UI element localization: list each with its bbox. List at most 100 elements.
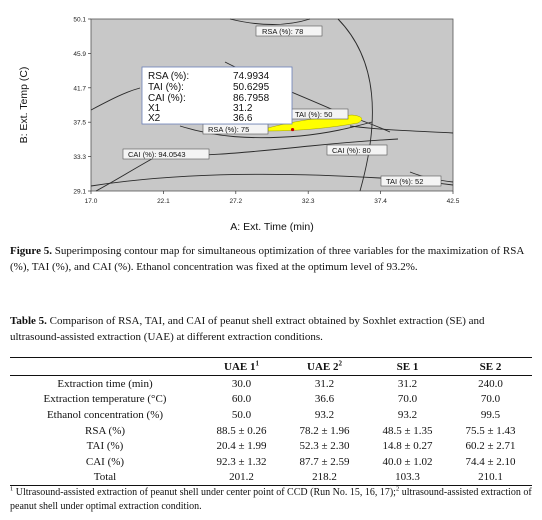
row-label: CAI (%) <box>85 455 125 468</box>
svg-text:CAI (%): 94.0543: CAI (%): 94.0543 <box>128 150 186 159</box>
contour-rsa-78 <box>229 18 311 25</box>
row-label: Extraction time (min) <box>57 377 153 390</box>
table-cell: 20.4 ± 1.99 <box>216 440 267 453</box>
header-uae2: UAE 22 <box>307 358 342 373</box>
header-se2: SE 2 <box>479 360 502 373</box>
header-uae1: UAE 11 <box>224 358 259 373</box>
table-cell: 78.2 ± 1.96 <box>299 424 350 437</box>
x-tick-label: 32.3 <box>302 198 315 205</box>
table-cell: 74.4 ± 2.10 <box>465 455 516 468</box>
row-label: RSA (%) <box>84 424 126 437</box>
row-label: Ethanol concentration (%) <box>46 408 164 421</box>
table-cell: 93.2 <box>397 408 418 421</box>
contour-figure: RSA (%): 78 TAI (%): 50 RSA (%): 75 CAI … <box>0 0 542 240</box>
table-row: TAI (%) 20.4 ± 1.99 52.3 ± 2.30 14.8 ± 0… <box>10 438 532 454</box>
table-cell: 60.2 ± 2.71 <box>465 440 516 453</box>
info-value-x2: 36.6 <box>233 113 253 124</box>
table-cell: 31.2 <box>397 377 418 390</box>
info-value-cai: 86.7958 <box>233 93 270 104</box>
table-cell: 36.6 <box>314 393 335 406</box>
x-axis-ticks: 17.0 22.1 27.2 32.3 37.4 42.5 <box>85 191 460 205</box>
info-value-tai: 50.6295 <box>233 82 270 93</box>
table-cell: 50.0 <box>231 408 252 421</box>
table-header-row: UAE 11 UAE 22 SE 1 SE 2 <box>10 357 532 376</box>
y-tick-label: 45.9 <box>73 51 86 58</box>
header-se1: SE 1 <box>396 360 419 373</box>
x-tick-label: 37.4 <box>374 198 387 205</box>
contour-label-tai-52: TAI (%): 52 <box>380 175 442 187</box>
table-row: Ethanol concentration (%) 50.0 93.2 93.2… <box>10 407 532 423</box>
contour-label-rsa-78: RSA (%): 78 <box>255 25 323 37</box>
row-label: Extraction temperature (°C) <box>43 393 167 406</box>
row-label: Total <box>93 471 117 484</box>
svg-text:TAI (%): 50: TAI (%): 50 <box>295 110 332 119</box>
table-cell: 14.8 ± 0.27 <box>382 440 433 453</box>
svg-text:CAI (%): 80: CAI (%): 80 <box>332 146 371 155</box>
table-caption: Table 5. Comparison of RSA, TAI, and CAI… <box>10 313 532 345</box>
table-cell: 210.1 <box>478 471 503 484</box>
contour-label-cai-80: CAI (%): 80 <box>326 144 388 156</box>
info-label-x2: X2 <box>148 113 161 124</box>
svg-text:RSA (%): 78: RSA (%): 78 <box>262 27 303 36</box>
table-caption-label: Table 5. <box>10 315 47 327</box>
svg-text:RSA (%): 75: RSA (%): 75 <box>208 125 249 134</box>
table-cell: 99.5 <box>480 408 501 421</box>
x-axis-title: A: Ext. Time (min) <box>230 221 313 233</box>
table-row: Extraction time (min) 30.0 31.2 31.2 240… <box>10 376 532 392</box>
table-footnote: 1 Ultrasound-assisted extraction of pean… <box>10 485 532 512</box>
table-cell: 88.5 ± 0.26 <box>216 424 267 437</box>
table-row: CAI (%) 92.3 ± 1.32 87.7 ± 2.59 40.0 ± 1… <box>10 454 532 470</box>
table-cell: 93.2 <box>314 408 335 421</box>
x-tick-label: 42.5 <box>447 198 460 205</box>
comparison-table: UAE 11 UAE 22 SE 1 SE 2 Extraction time … <box>10 357 532 486</box>
y-tick-label: 33.3 <box>73 154 86 161</box>
y-tick-label: 37.5 <box>73 120 86 127</box>
table-cell: 70.0 <box>397 393 418 406</box>
contour-right-a <box>349 125 454 134</box>
table-cell: 92.3 ± 1.32 <box>216 455 267 468</box>
y-tick-label: 50.1 <box>73 17 86 24</box>
info-label-x1: X1 <box>148 103 161 114</box>
y-tick-label: 29.1 <box>73 189 86 196</box>
table-caption-text: Comparison of RSA, TAI, and CAI of peanu… <box>10 315 485 343</box>
table-row-total: Total 201.2 218.2 103.3 210.1 <box>10 470 532 486</box>
info-label-tai: TAI (%): <box>148 82 184 93</box>
table-cell: 52.3 ± 2.30 <box>299 440 350 453</box>
figure-caption-label: Figure 5. <box>10 245 52 257</box>
table-cell: 218.2 <box>312 471 337 484</box>
table-cell: 60.0 <box>231 393 252 406</box>
figure-caption: Figure 5. Superimposing contour map for … <box>10 243 532 275</box>
table-cell: 201.2 <box>229 471 254 484</box>
info-label-cai: CAI (%): <box>148 93 186 104</box>
info-value-x1: 31.2 <box>233 103 253 114</box>
contour-label-cai-94: CAI (%): 94.0543 <box>122 148 210 160</box>
optimum-point <box>290 127 295 132</box>
info-label-rsa: RSA (%): <box>148 71 189 82</box>
contour-plot: RSA (%): 78 TAI (%): 50 RSA (%): 75 CAI … <box>18 17 460 234</box>
x-tick-label: 17.0 <box>85 198 98 205</box>
table-row: RSA (%) 88.5 ± 0.26 78.2 ± 1.96 48.5 ± 1… <box>10 423 532 439</box>
table-cell: 30.0 <box>231 377 252 390</box>
y-axis-ticks: 29.1 33.3 37.5 41.7 45.9 50.1 <box>73 17 91 196</box>
table-cell: 48.5 ± 1.35 <box>382 424 433 437</box>
svg-text:TAI (%): 52: TAI (%): 52 <box>386 177 423 186</box>
y-tick-label: 41.7 <box>73 85 86 92</box>
figure-caption-text: Superimposing contour map for simultaneo… <box>10 245 524 273</box>
x-tick-label: 27.2 <box>229 198 242 205</box>
table-cell: 87.7 ± 2.59 <box>299 455 350 468</box>
table-cell: 40.0 ± 1.02 <box>382 455 433 468</box>
y-axis-title: B: Ext. Temp (C) <box>18 67 30 144</box>
table-cell: 31.2 <box>314 377 335 390</box>
contour-vertical <box>337 18 373 192</box>
header-empty <box>10 358 200 376</box>
table-cell: 240.0 <box>478 377 503 390</box>
info-value-rsa: 74.9934 <box>233 71 270 82</box>
table-row: Extraction temperature (°C) 60.0 36.6 70… <box>10 392 532 408</box>
contour-label-tai-50: TAI (%): 50 <box>289 108 349 120</box>
row-label: TAI (%) <box>86 440 124 453</box>
table-cell: 103.3 <box>395 471 420 484</box>
table-cell: 70.0 <box>480 393 501 406</box>
table-cell: 75.5 ± 1.43 <box>465 424 516 437</box>
x-tick-label: 22.1 <box>157 198 170 205</box>
contour-label-rsa-75: RSA (%): 75 <box>202 123 269 135</box>
